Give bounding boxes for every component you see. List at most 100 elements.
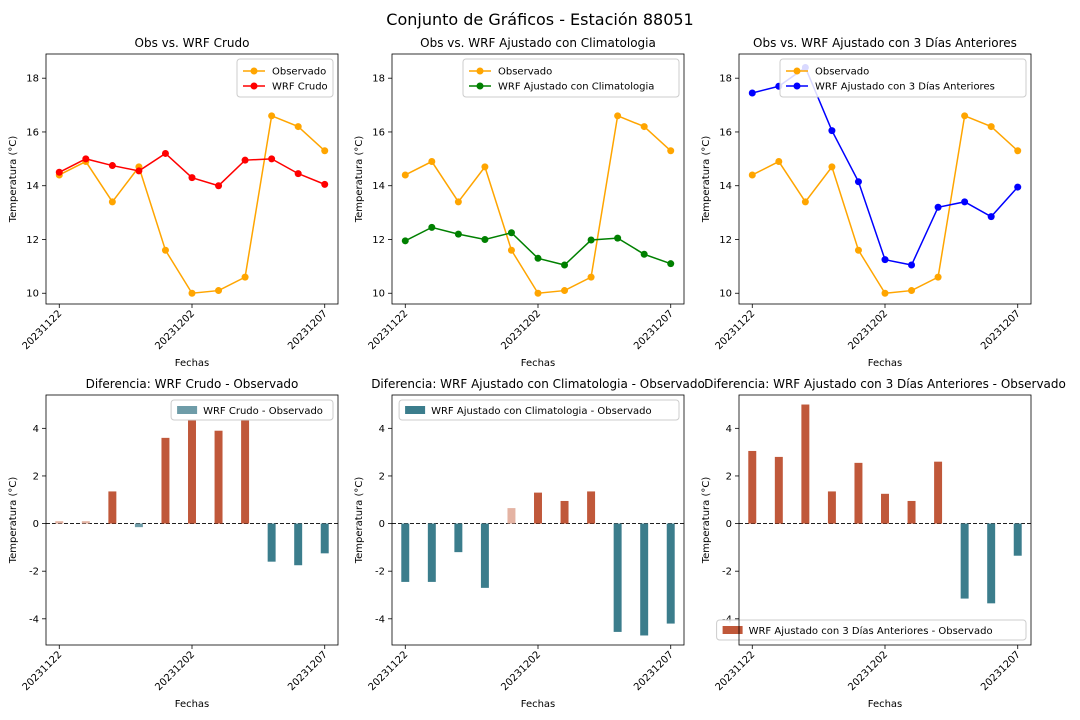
y-tick-label: 18	[372, 74, 385, 85]
data-point	[1014, 183, 1022, 191]
x-tick-label: 20231202	[153, 649, 197, 693]
y-tick-label: 12	[719, 235, 732, 246]
bar	[587, 491, 596, 524]
bar	[81, 521, 90, 524]
legend-marker	[793, 82, 801, 90]
data-point	[987, 123, 995, 131]
legend-box	[236, 58, 334, 98]
bar	[907, 500, 916, 524]
x-axis-label: Fechas	[175, 358, 210, 369]
x-tick-label: 20231207	[632, 308, 676, 352]
bar	[480, 523, 489, 588]
data-point	[215, 182, 223, 190]
legend-swatch	[722, 626, 743, 634]
legend-swatch	[177, 406, 198, 414]
data-point	[428, 223, 436, 231]
bar	[427, 523, 436, 582]
y-axis-label: Temperatura (°C)	[701, 136, 712, 224]
y-tick-label: 18	[719, 74, 732, 85]
data-point	[534, 254, 542, 262]
legend-label: WRF Ajustado con Climatologia - Observad…	[431, 406, 652, 417]
x-tick-label: 20231202	[499, 649, 543, 693]
x-tick-label: 20231207	[979, 308, 1023, 352]
series-line-1	[58, 114, 326, 295]
data-point	[161, 246, 169, 254]
legend-box	[398, 399, 680, 421]
y-tick-label: 14	[372, 181, 385, 192]
x-tick-label: 20231122	[367, 308, 411, 352]
y-tick-label: -4	[29, 614, 39, 625]
data-point	[481, 163, 489, 171]
data-point	[507, 246, 515, 254]
data-point	[507, 229, 515, 237]
legend-label: Observado	[498, 67, 552, 78]
bar	[401, 523, 410, 582]
legend-label: WRF Crudo	[272, 82, 328, 93]
data-point	[828, 163, 836, 171]
legend-label: WRF Crudo - Observado	[203, 406, 323, 417]
y-tick-label: -2	[375, 567, 385, 578]
y-tick-label: 10	[26, 289, 39, 300]
data-point	[934, 273, 942, 281]
y-tick-label: 14	[26, 181, 39, 192]
legend-marker	[250, 67, 258, 75]
data-point	[161, 149, 169, 157]
bar	[454, 523, 463, 553]
bar	[161, 437, 170, 524]
chart-panel-4: Diferencia: WRF Crudo - Observado -4 -2 0 2 4…	[8, 377, 339, 710]
data-point	[667, 147, 675, 155]
legend-label: WRF Ajustado con 3 Días Anteriores	[815, 81, 995, 93]
series-line-1	[751, 114, 1019, 295]
legend-marker	[793, 67, 801, 75]
data-point	[987, 213, 995, 221]
bar	[827, 491, 836, 524]
bar	[987, 523, 996, 604]
data-point	[934, 203, 942, 211]
y-tick-label: 0	[726, 519, 732, 530]
y-tick-label: -4	[375, 614, 385, 625]
data-point	[587, 273, 595, 281]
y-tick-label: 10	[372, 289, 385, 300]
y-tick-label: 2	[33, 471, 39, 482]
x-tick-label: 20231207	[632, 649, 676, 693]
bar	[934, 461, 943, 524]
bar	[214, 430, 223, 524]
legend-marker	[476, 67, 484, 75]
y-tick-label: 10	[719, 289, 732, 300]
axes-frame	[738, 53, 1032, 305]
y-tick-label: 16	[719, 127, 732, 138]
y-tick-label: 4	[726, 424, 732, 435]
y-tick-label: 4	[33, 424, 39, 435]
y-axis-label: Temperatura (°C)	[354, 477, 365, 565]
x-axis-label: Fechas	[868, 358, 903, 369]
data-point	[854, 178, 862, 186]
data-point	[188, 174, 196, 182]
legend: Observado WRF Ajustado con 3 Días Anterio…	[779, 58, 1027, 98]
bar	[640, 523, 649, 636]
x-axis-label: Fechas	[868, 699, 903, 710]
data-point	[801, 198, 809, 206]
x-tick-label: 20231202	[846, 649, 890, 693]
data-point	[748, 171, 756, 179]
data-point	[294, 170, 302, 178]
chart-panel-1: Obs vs. WRF Crudo 10 12 14 16 18 Temperatura (…	[8, 36, 339, 369]
x-tick-label: 20231122	[714, 308, 758, 352]
legend-box	[779, 58, 1027, 98]
data-point	[908, 261, 916, 269]
panel-title: Obs vs. WRF Crudo	[135, 36, 250, 50]
y-tick-label: 18	[26, 74, 39, 85]
legend-label: Observado	[272, 67, 326, 78]
y-axis-label: Temperatura (°C)	[8, 136, 19, 224]
data-point	[294, 123, 302, 131]
bar	[560, 500, 569, 524]
bar	[294, 523, 303, 566]
data-point	[534, 289, 542, 297]
legend-label: WRF Ajustado con 3 Días Anteriores - Obs…	[749, 625, 993, 637]
figure-title: Conjunto de Gráficos - Estación 88051	[386, 10, 694, 29]
y-tick-label: 14	[719, 181, 732, 192]
legend-swatch	[405, 406, 426, 414]
x-tick-label: 20231207	[286, 308, 330, 352]
bar	[55, 521, 64, 524]
bar	[188, 420, 196, 524]
y-tick-label: 16	[26, 127, 39, 138]
